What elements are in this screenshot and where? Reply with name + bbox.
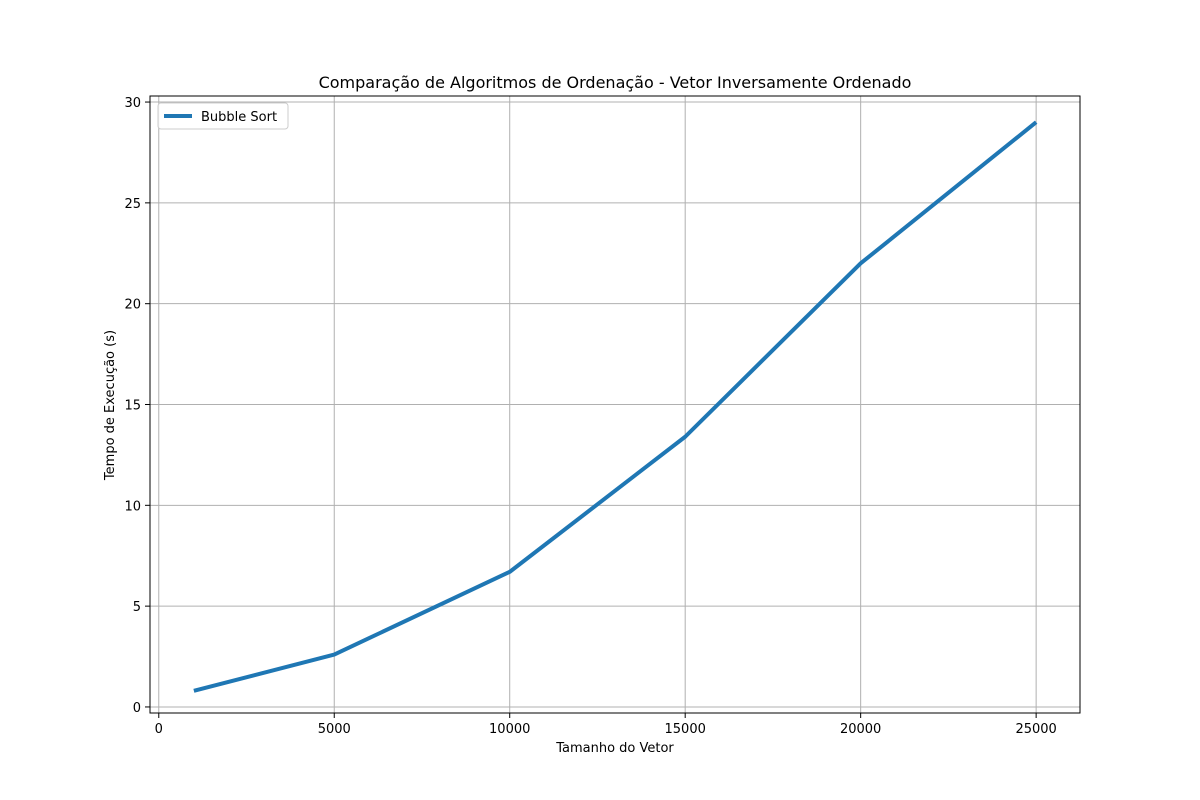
x-tick-label: 10000: [489, 722, 530, 737]
legend: Bubble Sort: [157, 102, 289, 130]
y-tick-label: 30: [124, 96, 141, 111]
y-tick-label: 5: [133, 600, 141, 615]
chart-title: Comparação de Algoritmos de Ordenação - …: [319, 73, 912, 92]
x-tick-label: 5000: [318, 722, 351, 737]
x-axis-label: Tamanho do Vetor: [555, 741, 674, 756]
x-tick-label: 15000: [665, 722, 706, 737]
x-tick-label: 25000: [1015, 722, 1056, 737]
grid-layer: [150, 96, 1080, 713]
series-layer: [193, 120, 1038, 693]
y-tick-label: 25: [124, 197, 141, 212]
legend-box: [157, 102, 289, 130]
series-line-0: [193, 120, 1038, 693]
y-tick-label: 10: [124, 499, 141, 514]
legend-label: Bubble Sort: [201, 110, 277, 125]
x-tick-label: 20000: [840, 722, 881, 737]
y-axis-label: Tempo de Execução (s): [103, 330, 118, 481]
y-tick-label: 15: [124, 399, 141, 414]
x-tick-label: 0: [155, 722, 163, 737]
y-tick-label: 20: [124, 298, 141, 313]
tick-layer: 0 5000 10000 15000 20000 25000 0 5 10 15 20 25 30: [124, 96, 1056, 737]
y-tick-label: 0: [133, 701, 141, 716]
